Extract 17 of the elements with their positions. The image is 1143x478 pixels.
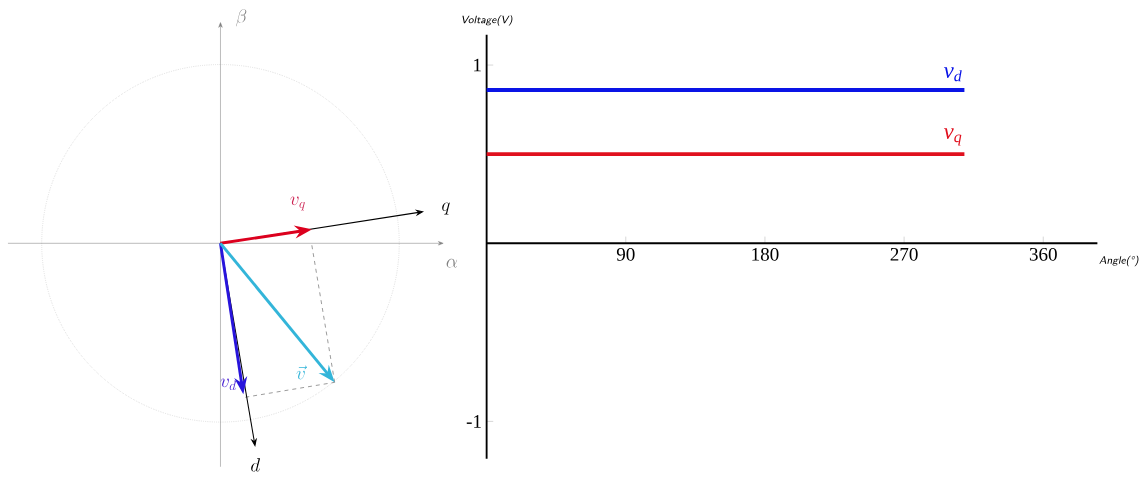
text: $\vec{v}$: [296, 365, 308, 380]
text: $v_{d}$: [220, 378, 236, 391]
series-label: v$_{q}$: [943, 128, 962, 146]
series-label: v$_{d}$: [943, 67, 962, 82]
text: $d$: [251, 458, 261, 472]
text: $\alpha$: [446, 259, 458, 268]
y-tick-label: 1: [474, 58, 481, 72]
x-tick-label: 180: [752, 248, 779, 261]
x-tick-label: 90: [616, 248, 635, 261]
x-tick-label: 360: [1029, 248, 1057, 261]
y-tick-label: -1: [466, 415, 481, 428]
x-tick-label: 270: [890, 248, 918, 261]
x-axis-title: Angle(°): [1099, 255, 1139, 267]
text: $q$: [442, 202, 450, 215]
text: $v_{q}$: [290, 196, 305, 211]
y-axis-title: Voltage(V): [462, 15, 513, 26]
text: $\beta$: [236, 9, 247, 27]
